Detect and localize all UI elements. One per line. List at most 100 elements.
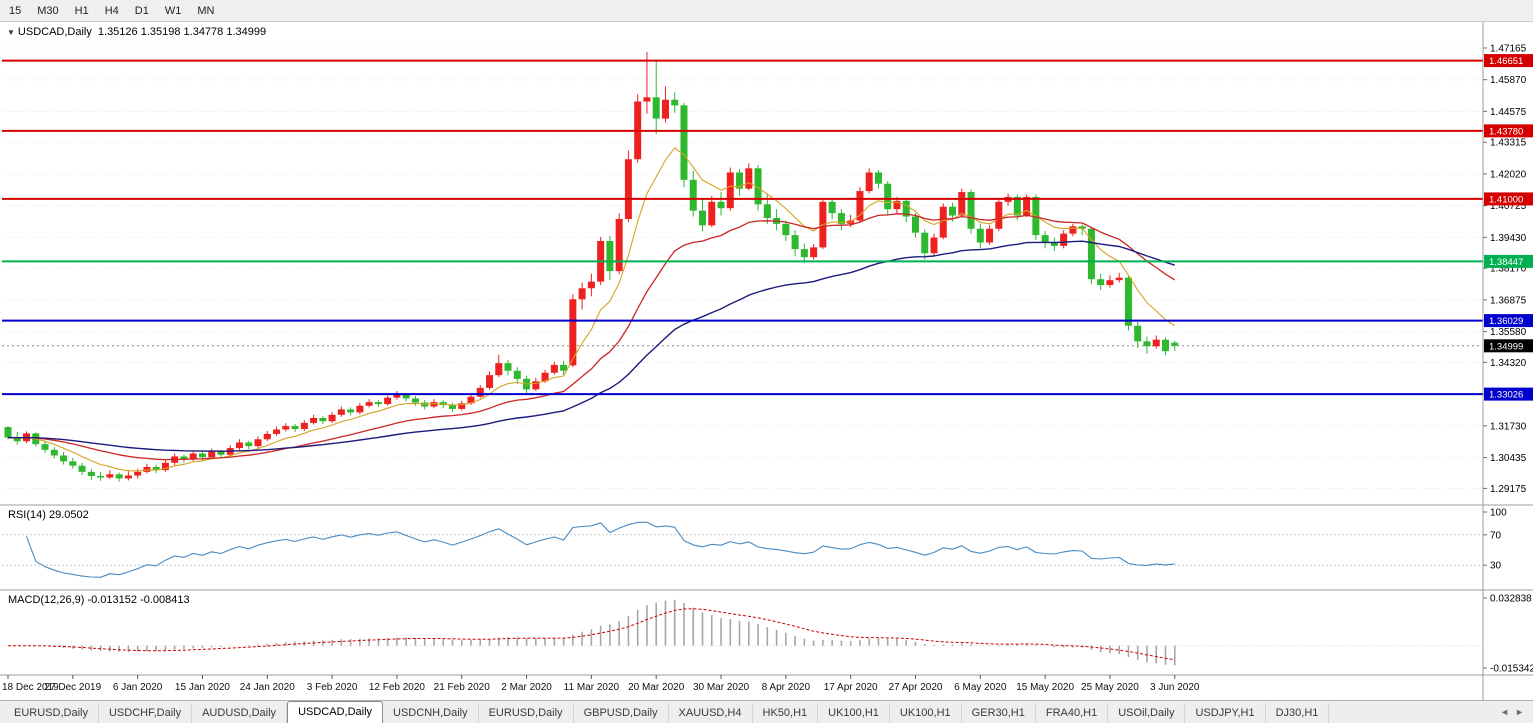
svg-text:15 May 2020: 15 May 2020: [1016, 682, 1074, 693]
chart-tabs-bar: EURUSD,Daily USDCHF,Daily AUDUSD,Daily USDC…: [0, 700, 1533, 723]
chart-tab-usoil-daily[interactable]: USOil,Daily: [1108, 703, 1186, 723]
chart-tab-eurusd-daily[interactable]: EURUSD,Daily: [479, 703, 574, 723]
level-price-badge: [1484, 54, 1533, 68]
chart-tab-label: XAUUSD,H4: [678, 706, 742, 719]
timeframe-w1[interactable]: W1: [164, 4, 182, 17]
svg-text:1.38447: 1.38447: [1489, 257, 1523, 268]
svg-text:11 Mar 2020: 11 Mar 2020: [564, 682, 620, 693]
svg-text:1.47165: 1.47165: [1490, 43, 1527, 54]
chart-tab-label: GBPUSD,Daily: [583, 706, 658, 719]
level-price-badge: [1484, 192, 1533, 206]
svg-text:18 Dec 2019: 18 Dec 2019: [2, 682, 59, 693]
svg-text:1.35580: 1.35580: [1490, 327, 1527, 338]
svg-text:1.44575: 1.44575: [1490, 107, 1527, 118]
svg-text:1.46651: 1.46651: [1489, 56, 1523, 67]
price-grid: [2, 47, 1483, 489]
rsi-line: [25, 521, 1175, 578]
chart-tab-label: EURUSD,Daily: [488, 706, 563, 719]
svg-text:21 Feb 2020: 21 Feb 2020: [434, 682, 491, 693]
svg-text:100: 100: [1490, 508, 1507, 519]
svg-text:1.45870: 1.45870: [1490, 75, 1527, 86]
svg-text:2 Mar 2020: 2 Mar 2020: [501, 682, 552, 693]
tab-scroll-left-icon[interactable]: ◄: [1500, 706, 1510, 717]
svg-text:24 Jan 2020: 24 Jan 2020: [240, 682, 295, 693]
svg-text:8 Apr 2020: 8 Apr 2020: [762, 682, 811, 693]
chart-tab-usdjpy-h1[interactable]: USDJPY,H1: [1185, 703, 1266, 723]
timeframe-d1[interactable]: D1: [134, 4, 149, 17]
svg-text:27 Dec 2019: 27 Dec 2019: [44, 682, 101, 693]
timeframe-m30[interactable]: M30: [37, 4, 59, 17]
chart-tab-label: DJ30,H1: [1275, 706, 1319, 719]
chart-tab-label: USDCNH,Daily: [393, 706, 468, 719]
tab-navigation: ◄ ►: [1491, 700, 1533, 723]
svg-text:1.31730: 1.31730: [1490, 421, 1527, 432]
svg-text:1.42020: 1.42020: [1490, 169, 1527, 180]
svg-text:-0.015342: -0.015342: [1490, 664, 1533, 675]
svg-text:1.43315: 1.43315: [1490, 138, 1527, 149]
chart-tab-label: EURUSD,Daily: [14, 706, 88, 719]
svg-text:6 May 2020: 6 May 2020: [954, 682, 1007, 693]
svg-text:1.33026: 1.33026: [1489, 390, 1523, 401]
ma-mid-line: [7, 213, 1176, 461]
svg-text:1.43780: 1.43780: [1489, 126, 1523, 137]
svg-text:0.032838: 0.032838: [1490, 594, 1532, 605]
chart-tab-usdchf-daily[interactable]: USDCHF,Daily: [99, 703, 193, 723]
svg-text:1.34999: 1.34999: [1489, 341, 1523, 352]
chart-tab-label: GER30,H1: [971, 706, 1025, 719]
svg-text:3 Jun 2020: 3 Jun 2020: [1150, 682, 1200, 693]
svg-text:1.36029: 1.36029: [1489, 316, 1523, 327]
timeframe-toolbar: 15 M30 H1 H4 D1 W1 MN: [0, 0, 1533, 22]
ma-slow-line: [7, 240, 1176, 452]
chart-tab-label: USDCAD,Daily: [298, 706, 373, 718]
timeframe-h4[interactable]: H4: [104, 4, 119, 17]
chart-tab-audusd-daily[interactable]: AUDUSD,Daily: [192, 703, 288, 723]
chart-tab-usdcad-daily[interactable]: USDCAD,Daily: [287, 701, 384, 723]
level-price-badge: [1484, 254, 1533, 268]
svg-text:30: 30: [1490, 561, 1502, 572]
chart-tab-label: FRA40,H1: [1045, 706, 1098, 719]
chart-tab-gbpusd-daily[interactable]: GBPUSD,Daily: [574, 703, 669, 723]
chart-tab-uk100-h1[interactable]: UK100,H1: [818, 703, 890, 723]
svg-text:3 Feb 2020: 3 Feb 2020: [307, 682, 358, 693]
level-price-badge: [1484, 314, 1533, 328]
svg-text:12 Feb 2020: 12 Feb 2020: [369, 682, 426, 693]
svg-text:30 Mar 2020: 30 Mar 2020: [693, 682, 750, 693]
svg-text:1.36875: 1.36875: [1490, 295, 1527, 306]
chart-tab-label: UK100,H1: [899, 706, 951, 719]
chart-tab-dj30-h1[interactable]: DJ30,H1: [1266, 703, 1330, 723]
svg-text:70: 70: [1490, 530, 1502, 541]
chart-tab-fra40-h1[interactable]: FRA40,H1: [1036, 703, 1109, 723]
chart-tab-label: UK100,H1: [828, 706, 879, 719]
chart-tabs: EURUSD,Daily USDCHF,Daily AUDUSD,Daily USDC…: [0, 700, 1491, 723]
current-price-badge: [1484, 339, 1533, 353]
svg-text:1.41000: 1.41000: [1489, 194, 1523, 205]
chart-tab-label: AUDUSD,Daily: [202, 706, 277, 719]
chart-canvas[interactable]: 1.47165 1.45870 1.44575 1.43315 1.42020 1.407…: [0, 22, 1533, 700]
level-price-badge: [1484, 387, 1533, 401]
chart-tab-xauusd-h4[interactable]: XAUUSD,H4: [669, 703, 753, 723]
chart-tab-usdcnh-daily[interactable]: USDCNH,Daily: [383, 703, 479, 723]
level-price-badge: [1484, 124, 1533, 138]
svg-text:1.40725: 1.40725: [1490, 201, 1527, 212]
chart-tab-eurusd-daily[interactable]: EURUSD,Daily: [4, 703, 99, 723]
timeframe-h1[interactable]: H1: [74, 4, 89, 17]
svg-text:1.39430: 1.39430: [1490, 233, 1527, 244]
chart-tab-hk50-h1[interactable]: HK50,H1: [753, 703, 819, 723]
chart-tab-label: USDJPY,H1: [1195, 706, 1255, 719]
chart-tab-uk100-h1[interactable]: UK100,H1: [890, 703, 962, 723]
timeframe-15[interactable]: 15: [9, 4, 22, 17]
tab-scroll-right-icon[interactable]: ►: [1515, 706, 1524, 717]
timeframe-mn[interactable]: MN: [197, 4, 215, 17]
rsi-pane: 100 70 30: [0, 504, 1533, 578]
candles-group: [4, 52, 1179, 482]
svg-text:27 Apr 2020: 27 Apr 2020: [889, 682, 943, 693]
ma-fast-line: [7, 147, 1176, 472]
svg-text:20 Mar 2020: 20 Mar 2020: [628, 682, 685, 693]
svg-text:1.30435: 1.30435: [1490, 453, 1527, 464]
chart-window: 1.47165 1.45870 1.44575 1.43315 1.42020 1.407…: [0, 22, 1533, 700]
macd-histogram: [16, 599, 1176, 666]
chart-tab-ger30-h1[interactable]: GER30,H1: [962, 703, 1036, 723]
chart-tab-label: USOil,Daily: [1118, 706, 1175, 719]
svg-text:6 Jan 2020: 6 Jan 2020: [113, 682, 163, 693]
